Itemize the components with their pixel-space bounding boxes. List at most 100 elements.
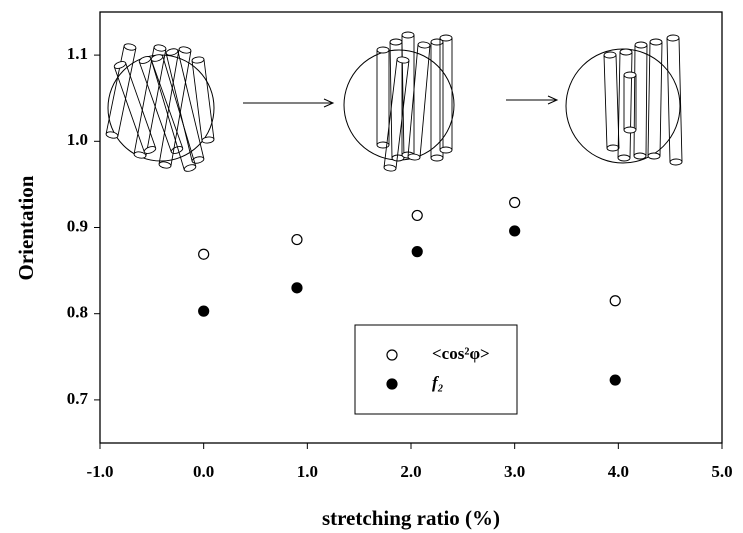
cylinder-end (123, 43, 137, 51)
cylinder-end (634, 41, 648, 49)
data-point (198, 305, 210, 317)
cylinder-body (430, 42, 444, 158)
cylinder (158, 46, 192, 169)
cylinder (133, 44, 167, 159)
cylinder (191, 56, 215, 144)
cylinder-end (407, 153, 421, 161)
cylinder-end (183, 164, 197, 172)
cylinder-body (407, 44, 431, 158)
cylinder-end (439, 146, 453, 154)
data-point (411, 209, 423, 222)
cylinder-body (158, 48, 192, 167)
cylinder-body (150, 56, 197, 170)
cylinder-end (150, 54, 164, 62)
cylinder-body (603, 54, 620, 149)
cylinder-end (376, 141, 390, 149)
cylinder-end (633, 152, 647, 160)
cylinder (165, 48, 205, 164)
cylinder-body (647, 41, 663, 157)
cylinder-end (191, 156, 205, 164)
cylinder-end (113, 61, 127, 69)
cylinder-body (376, 50, 390, 145)
data-point (198, 248, 210, 260)
cylinder-end (191, 56, 205, 64)
data-point (509, 196, 521, 209)
legend-label: <cos²φ> (432, 344, 490, 363)
x-tick-label: -1.0 (87, 462, 114, 481)
y-tick-label: 1.1 (67, 44, 88, 63)
cylinder-body (191, 59, 215, 141)
data-point (509, 225, 521, 237)
cylinder-end (133, 151, 147, 159)
cylinder-end (105, 131, 119, 139)
cylinder-end (153, 44, 167, 52)
cylinder-end (178, 46, 192, 54)
cylinder-body (623, 75, 637, 130)
y-tick-label: 0.8 (67, 303, 88, 322)
cylinder-end (143, 146, 157, 154)
cylinder-end (201, 136, 215, 144)
x-tick-label: 4.0 (608, 462, 629, 481)
cylinder-end (158, 161, 172, 169)
cylinder-body (113, 62, 157, 153)
cylinder (376, 46, 390, 149)
cylinder-end (617, 154, 631, 162)
cylinder-body (439, 38, 453, 150)
x-tick-label: 1.0 (297, 462, 318, 481)
x-tick-label: 3.0 (504, 462, 525, 481)
cylinder-body (401, 35, 415, 155)
cylinder (430, 38, 444, 162)
data-point (291, 282, 303, 294)
cylinder (623, 71, 637, 134)
cylinder-end (669, 158, 683, 166)
inset-circle (565, 48, 681, 164)
cylinder-end (606, 144, 620, 152)
cylinder (633, 41, 648, 160)
cylinder-end (666, 34, 680, 42)
insets (105, 31, 683, 172)
y-tick-label: 1.0 (67, 130, 88, 149)
cylinder-end (165, 48, 179, 56)
data-point (291, 233, 303, 246)
legend: <cos²φ> f₂ (354, 324, 518, 415)
cylinder-body (666, 37, 683, 163)
data-point (609, 374, 621, 386)
cylinder-end (430, 154, 444, 162)
cylinder (113, 61, 157, 154)
cylinder (666, 34, 683, 166)
cylinder (617, 48, 633, 162)
cylinder-end (623, 126, 637, 134)
cylinder-end (401, 31, 415, 39)
cylinder (150, 54, 197, 172)
cylinder-body (133, 46, 167, 157)
cylinder-end (389, 38, 403, 46)
cylinder-end (138, 56, 152, 64)
cylinder-end (396, 56, 410, 64)
arrow (506, 95, 559, 105)
data-point (411, 246, 423, 258)
cylinder-end (603, 51, 617, 59)
arrow (243, 98, 335, 108)
cylinder-end (647, 152, 661, 160)
cylinder (105, 43, 137, 139)
cylinder (407, 41, 431, 161)
x-tick-label: 0.0 (193, 462, 214, 481)
legend-marker (386, 349, 398, 361)
cylinder (439, 34, 453, 154)
y-tick-label: 0.9 (67, 216, 88, 235)
x-tick-label: 2.0 (400, 462, 421, 481)
legend-marker (386, 378, 398, 390)
y-axis-label: Orientation (14, 175, 38, 280)
cylinder-end (383, 164, 397, 172)
cylinder-end (623, 71, 637, 79)
cylinder-end (376, 46, 390, 54)
cylinder-end (417, 41, 431, 49)
cylinder-body (105, 45, 137, 137)
cylinder-body (633, 44, 648, 157)
cylinder (383, 56, 410, 172)
cylinder-end (649, 38, 663, 46)
data-point (609, 295, 621, 307)
legend-box (354, 324, 518, 415)
cylinder (603, 51, 620, 152)
